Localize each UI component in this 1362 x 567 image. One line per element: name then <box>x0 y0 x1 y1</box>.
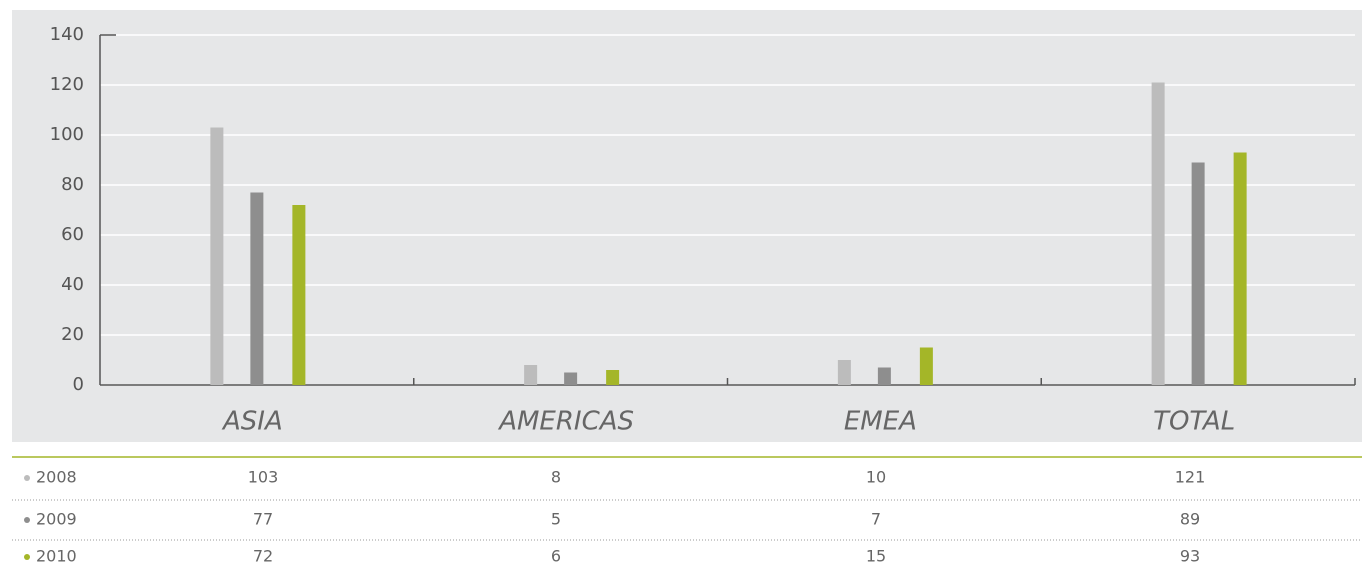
table-value: 7 <box>871 510 881 529</box>
y-tick-label: 100 <box>50 124 84 145</box>
chart-background <box>12 10 1362 442</box>
legend-label: 2008 <box>36 468 77 487</box>
legend-bullet <box>24 517 30 523</box>
bar <box>524 365 538 385</box>
y-tick-label: 120 <box>50 74 84 95</box>
x-tick-label: EMEA <box>844 407 917 437</box>
bar <box>1151 82 1165 385</box>
y-tick-label: 0 <box>73 374 84 395</box>
bar <box>292 205 306 385</box>
table-value: 89 <box>1180 510 1200 529</box>
legend-label: 2010 <box>36 547 77 566</box>
table-value: 6 <box>551 547 561 566</box>
y-tick-label: 20 <box>61 324 84 345</box>
y-tick-label: 40 <box>61 274 84 295</box>
x-tick-label: ASIA <box>221 407 283 437</box>
bar <box>564 372 578 385</box>
x-tick-label: AMERICAS <box>497 407 634 437</box>
x-tick-label: TOTAL <box>1153 407 1235 437</box>
table-value: 72 <box>253 547 273 566</box>
table-value: 8 <box>551 468 561 487</box>
table-value: 93 <box>1180 547 1200 566</box>
bar <box>919 347 933 385</box>
y-tick-label: 80 <box>61 174 84 195</box>
table-value: 5 <box>551 510 561 529</box>
bar <box>837 360 851 385</box>
legend-label: 2009 <box>36 510 77 529</box>
y-tick-label: 140 <box>50 24 84 45</box>
bar <box>877 367 891 385</box>
bar <box>606 370 620 385</box>
legend-bullet <box>24 475 30 481</box>
table-value: 121 <box>1175 468 1206 487</box>
legend-bullet <box>24 554 30 560</box>
bar <box>250 192 264 385</box>
table-value: 15 <box>866 547 886 566</box>
bar <box>1191 162 1205 385</box>
bar <box>210 127 224 385</box>
table-value: 77 <box>253 510 273 529</box>
y-tick-label: 60 <box>61 224 84 245</box>
table-value: 103 <box>248 468 279 487</box>
bar <box>1233 152 1247 385</box>
table-value: 10 <box>866 468 886 487</box>
